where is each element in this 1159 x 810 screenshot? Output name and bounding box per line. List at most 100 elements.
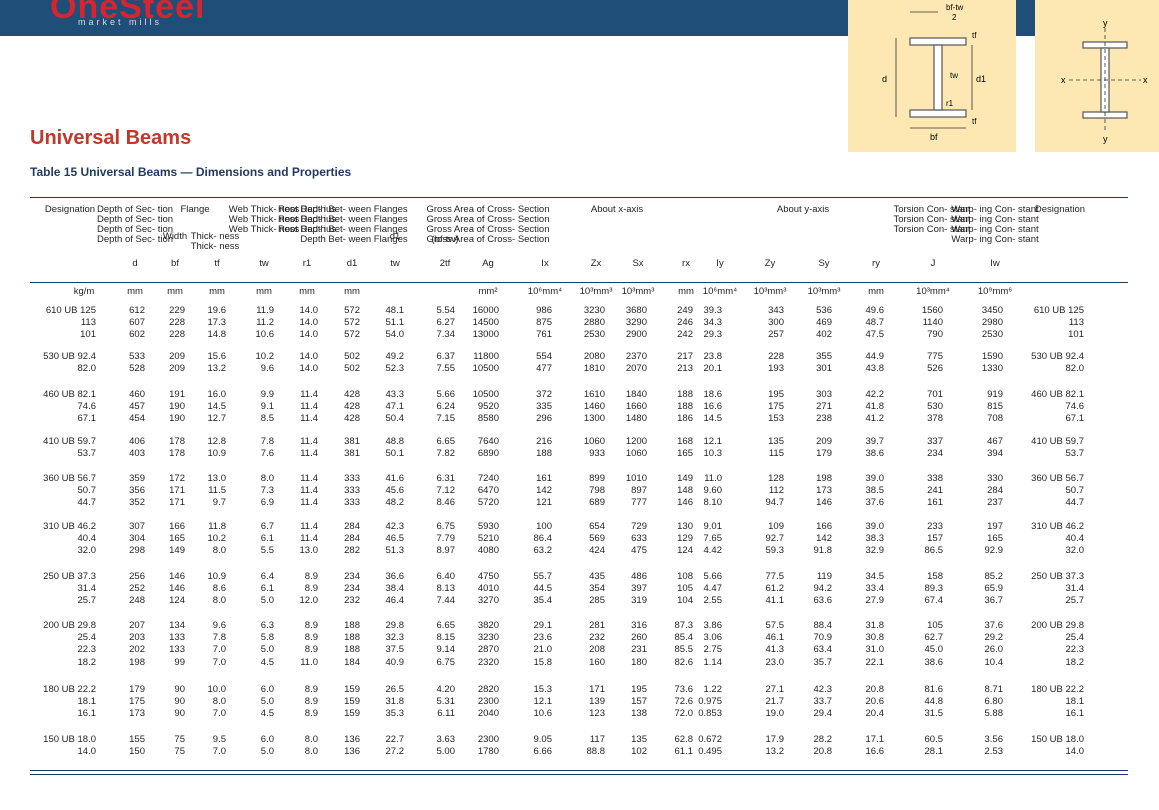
symbol-label: d1 <box>346 258 358 269</box>
table-cell: 3290 <box>625 317 647 329</box>
symbol-label: d <box>132 258 138 269</box>
table-cell: 6.1 <box>260 583 274 595</box>
table-cell: 51.3 <box>385 545 405 557</box>
table-cell: 303 <box>816 389 832 400</box>
table-cell: 63.6 <box>813 595 833 607</box>
designation-cell: 360 UB 56.7 <box>43 473 96 484</box>
table-cell: 252 <box>129 583 145 595</box>
col-gross-area: Gross Area of Cross- Section <box>426 234 550 245</box>
table-cell: 2530 <box>981 329 1003 341</box>
col-gross-area: Gross Area of Cross- Section <box>426 214 550 225</box>
table-cell: 530 <box>927 401 943 413</box>
table-cell: 11.9 <box>256 305 274 316</box>
table-cell: 128 <box>768 473 784 484</box>
table-cell: 237 <box>987 497 1003 509</box>
table-cell: 158 <box>927 571 943 582</box>
table-cell: 72.6 <box>674 696 694 708</box>
col-warping: Warp- ing Con- stant <box>951 214 1039 225</box>
col-gross-area: Gross Area of Cross- Section <box>426 224 550 235</box>
table-cell: 602 <box>129 329 145 341</box>
table-cell: 21.7 <box>765 696 785 708</box>
table-cell: 10.0 <box>207 684 227 695</box>
designation-cell-right: 310 UB 46.2 <box>1031 521 1084 532</box>
table-cell: 271 <box>816 401 832 413</box>
table-cell: 10500 <box>472 363 499 375</box>
designation-cell: 150 UB 18.0 <box>43 734 96 745</box>
table-cell: 46.1 <box>765 632 785 644</box>
table-cell: 8.0 <box>212 545 226 557</box>
table-cell: 160 <box>589 656 605 668</box>
table-cell: 457 <box>129 401 145 413</box>
table-cell: 435 <box>589 571 605 582</box>
table-cell: 208 <box>589 644 605 656</box>
table-cell: 428 <box>344 401 360 413</box>
col-gross-area: Gross Area of Cross- Section <box>426 204 550 215</box>
table-cell: 232 <box>589 632 605 644</box>
table-cell: 372 <box>536 389 552 400</box>
col-between-flanges: Depth Bet- ween Flanges <box>300 214 408 225</box>
table-cell: 6.80 <box>984 696 1004 708</box>
table-cell: 41.1 <box>765 595 785 607</box>
designation-cell: 53.7 <box>77 448 97 460</box>
table-cell: 99 <box>174 656 185 668</box>
table-cell: 6.1 <box>260 533 274 545</box>
symbol-label: Iy <box>716 258 724 269</box>
table-cell: 41.2 <box>865 413 885 425</box>
table-cell: 11.4 <box>300 497 318 509</box>
table-cell: 85.5 <box>674 644 694 656</box>
table-cell: 104 <box>677 595 693 607</box>
designation-cell: 250 UB 37.3 <box>43 571 96 582</box>
table-cell: 554 <box>536 351 552 362</box>
table-cell: 16000 <box>472 305 499 316</box>
symbol-label: Ix <box>541 258 549 269</box>
table-cell: 7.34 <box>436 329 456 341</box>
table-cell: 7.44 <box>436 595 456 607</box>
unit-label: mm <box>256 286 272 297</box>
table-cell: 381 <box>344 436 360 447</box>
table-cell: 5.5 <box>260 545 274 557</box>
table-cell: 135 <box>768 436 784 447</box>
table-cell: 2530 <box>583 329 605 341</box>
table-cell: 7.82 <box>436 448 456 460</box>
table-cell: 790 <box>927 329 943 341</box>
table-cell: 17.3 <box>207 317 227 329</box>
table-cell: 48.7 <box>865 317 885 329</box>
table-cell: 136 <box>344 746 360 758</box>
table-cell: 284 <box>344 521 360 532</box>
table-cell: 1810 <box>583 363 605 375</box>
designation-cell: 40.4 <box>77 533 97 545</box>
table-cell: 44.9 <box>865 351 885 362</box>
col-web: Web Thick- ness <box>228 204 300 215</box>
table-cell: 48.8 <box>385 436 405 447</box>
table-cell: 6.11 <box>437 708 455 720</box>
table-cell: 11.4 <box>300 485 318 497</box>
table-cell: 6.65 <box>436 620 456 631</box>
table-cell: 572 <box>344 329 360 341</box>
table-cell: 150 <box>129 746 145 758</box>
table-cell: 6890 <box>477 448 499 460</box>
table-cell: 238 <box>816 413 832 425</box>
table-cell: 51.1 <box>385 317 405 329</box>
table-cell: 8.9 <box>304 708 318 720</box>
table-cell: 159 <box>344 708 360 720</box>
table-cell: 10.6 <box>533 708 553 720</box>
designation-cell: 18.2 <box>77 656 97 668</box>
table-cell: 123 <box>589 708 605 720</box>
label-x-right: x <box>1143 75 1148 85</box>
table-cell: 171 <box>169 485 185 497</box>
unit-label: mm <box>167 286 183 297</box>
table-cell: 10.2 <box>207 533 227 545</box>
table-cell: 14.0 <box>299 329 319 341</box>
table-cell: 875 <box>536 317 552 329</box>
table-cell: 44.8 <box>924 696 944 708</box>
table-cell: 86.5 <box>924 545 944 557</box>
table-cell: 39.3 <box>703 305 723 316</box>
table-cell: 3230 <box>477 632 499 644</box>
table-cell: 7.55 <box>436 363 456 375</box>
table-cell: 12.7 <box>207 413 227 425</box>
table-cell: 5.8 <box>260 632 274 644</box>
table-cell: 43.3 <box>385 389 405 400</box>
table-cell: 48.2 <box>385 497 405 509</box>
table-cell: 67.4 <box>924 595 944 607</box>
table-cell: 284 <box>987 485 1003 497</box>
